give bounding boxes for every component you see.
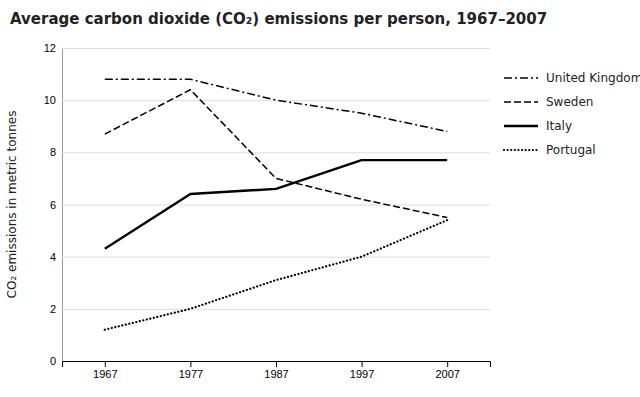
x-tick: 1967 [93,361,117,380]
x-axis-line [63,362,491,368]
series-line [105,79,447,131]
legend-label: United Kingdom [546,71,640,85]
y-tick-label: 4 [50,251,56,263]
plot-area: 0 2 4 6 8 10 12 1967 1977 1987 1997 2007 [44,42,491,380]
y-axis-title: CO₂ emissions in metric tonnes [5,111,19,299]
y-tick-label: 2 [50,303,56,315]
y-tick: 10 [44,94,490,106]
tick-line [447,361,448,367]
x-tick: 1997 [350,361,374,380]
y-tick-label: 8 [50,146,56,158]
y-tick: 0 [50,355,490,367]
y-tick-label: 6 [50,199,56,211]
tick-line [276,361,277,367]
x-tick: 1987 [264,361,288,380]
grid-line [62,309,490,310]
series-line [105,160,447,249]
legend: United Kingdom Sweden Italy Portugal [504,71,640,157]
x-tick: 1977 [179,361,203,380]
legend-item: Sweden [504,95,593,109]
grid-line [62,100,490,101]
tick-line [362,361,363,367]
y-tick-label: 0 [50,355,56,367]
series-line [105,220,447,330]
x-tick-label: 1997 [350,368,374,380]
title: Average carbon dioxide (CO₂) emissions p… [10,10,547,28]
x-tick-label: 1977 [179,368,203,380]
legend-swatch [504,77,538,79]
chart: 0 2 4 6 8 10 12 1967 1977 1987 1997 2007 Average car… [0,0,640,397]
legend-swatch [504,125,538,127]
series-line [105,90,447,218]
x-tick-label: 1967 [93,368,117,380]
x-tick-label: 1987 [264,368,288,380]
y-tick-label: 12 [44,42,56,54]
grid-line [62,152,490,153]
grid-line [62,257,490,258]
legend-swatch [504,101,538,103]
legend-item: Portugal [504,143,596,157]
y-tick: 8 [50,146,490,158]
legend-label: Sweden [546,95,593,109]
x-axis: 1967 1977 1987 1997 2007 [63,361,491,380]
grid-line [62,205,490,206]
y-tick: 6 [50,199,490,211]
tick-line [190,361,191,367]
x-tick: 2007 [435,361,459,380]
y-tick: 12 [44,42,490,54]
legend-item: United Kingdom [504,71,640,85]
tick-line [105,361,106,367]
legend-label: Italy [546,119,572,133]
grid-line [62,48,490,49]
lines [105,79,447,329]
legend-item: Italy [504,119,572,133]
y-tick-label: 10 [44,94,56,106]
x-tick-label: 2007 [435,368,459,380]
y-tick: 4 [50,251,490,263]
y-tick: 2 [50,303,490,315]
y-axis: 0 2 4 6 8 10 12 [44,42,490,367]
legend-swatch [504,149,538,151]
legend-label: Portugal [546,143,596,157]
